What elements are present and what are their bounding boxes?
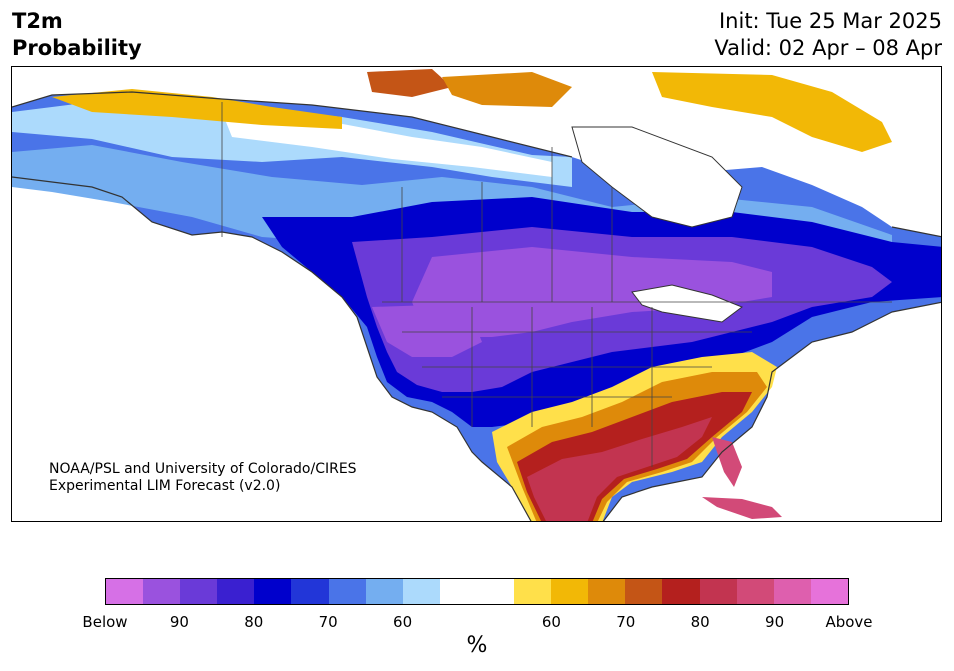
map-canvas bbox=[12, 69, 941, 521]
colorbar-segment bbox=[699, 579, 737, 604]
valid-date: Valid: 02 Apr – 08 Apr bbox=[714, 36, 942, 60]
data-credit: NOAA/PSL and University of Colorado/CIRE… bbox=[49, 461, 357, 495]
hudson-bay bbox=[571, 126, 743, 228]
colorbar-tick-label: 70 bbox=[318, 613, 338, 631]
credit-line-2: Experimental LIM Forecast (v2.0) bbox=[49, 478, 281, 494]
colorbar-segment bbox=[365, 579, 403, 604]
colorbar-tick-label: 70 bbox=[616, 613, 636, 631]
colorbar-segment bbox=[810, 579, 848, 604]
colorbar-segment bbox=[291, 579, 329, 604]
product-label: Probability bbox=[12, 36, 142, 60]
colorbar-tick-label: 60 bbox=[541, 613, 561, 631]
colorbar-segment bbox=[551, 579, 589, 604]
colorbar-segment bbox=[217, 579, 255, 604]
land-violet-west bbox=[372, 305, 482, 357]
colorbar-segment bbox=[625, 579, 663, 604]
colorbar-tick-label: 80 bbox=[244, 613, 264, 631]
land-white-band bbox=[222, 112, 552, 177]
great-lakes bbox=[631, 284, 744, 323]
variable-label: T2m bbox=[12, 9, 63, 33]
colorbar-segment bbox=[439, 579, 477, 604]
colorbar-tick-label: 90 bbox=[765, 613, 785, 631]
probability-colorbar bbox=[105, 578, 849, 605]
land-cuba bbox=[702, 497, 782, 519]
colorbar-tick-label: 60 bbox=[393, 613, 413, 631]
colorbar-segment bbox=[736, 579, 774, 604]
colorbar-segment bbox=[254, 579, 292, 604]
forecast-dates: Init: Tue 25 Mar 2025 Valid: 02 Apr – 08… bbox=[714, 8, 942, 62]
map-title: T2m Probability bbox=[12, 8, 142, 62]
colorbar-tick-label: Above bbox=[825, 613, 873, 631]
coastline bbox=[12, 91, 941, 521]
arctic-island-west bbox=[367, 69, 452, 97]
land-florida bbox=[712, 437, 742, 487]
land-violet bbox=[412, 247, 772, 337]
colorbar-tick-label: 90 bbox=[169, 613, 189, 631]
arctic-island-mid bbox=[442, 72, 572, 107]
colorbar-tick-label: Below bbox=[82, 613, 128, 631]
colorbar-unit: % bbox=[466, 633, 488, 658]
init-date: Init: Tue 25 Mar 2025 bbox=[718, 9, 942, 33]
colorbar-segment bbox=[662, 579, 700, 604]
land-warm-pink bbox=[527, 417, 712, 521]
arctic-island-east bbox=[652, 72, 892, 152]
credit-line-1: NOAA/PSL and University of Colorado/CIRE… bbox=[49, 461, 357, 477]
political-borders bbox=[221, 102, 892, 467]
colorbar-segment bbox=[514, 579, 552, 604]
arctic-north-coast bbox=[52, 89, 342, 129]
colorbar-segment bbox=[588, 579, 626, 604]
colorbar-segment bbox=[328, 579, 366, 604]
colorbar-segment bbox=[476, 579, 515, 604]
colorbar-segment bbox=[106, 579, 144, 604]
colorbar-segment bbox=[143, 579, 181, 604]
colorbar-segment bbox=[402, 579, 440, 604]
colorbar-segment bbox=[773, 579, 811, 604]
colorbar-segment bbox=[180, 579, 218, 604]
forecast-map bbox=[11, 66, 942, 522]
colorbar-tick-label: 80 bbox=[690, 613, 710, 631]
